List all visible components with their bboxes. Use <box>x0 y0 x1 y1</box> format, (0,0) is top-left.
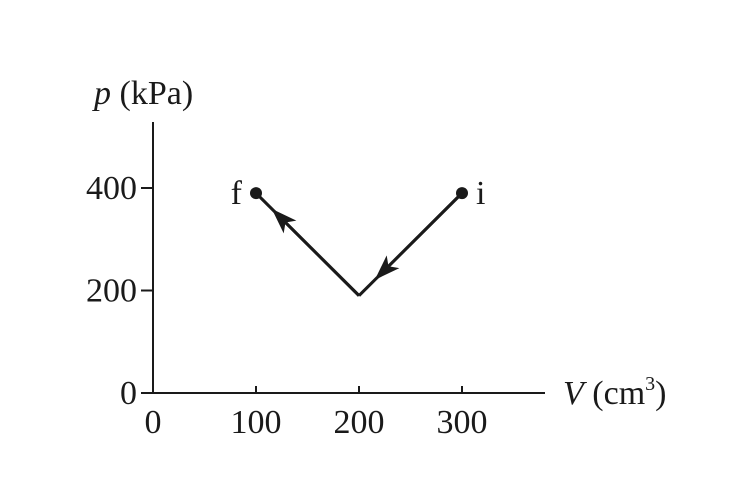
state-label-f: f <box>231 175 243 212</box>
y-axis-unit: (kPa) <box>111 75 193 112</box>
y-tick-label: 200 <box>86 273 137 310</box>
ticks-layer: 0 100 200 300 0 200 400 <box>86 170 488 441</box>
x-axis-label: V (cm3) <box>563 373 666 412</box>
direction-arrow <box>374 192 464 280</box>
y-tick-label: 0 <box>120 375 137 412</box>
state-label-i: i <box>476 175 485 212</box>
x-tick-label: 100 <box>231 404 282 441</box>
y-axis-var: p <box>92 75 111 112</box>
direction-arrow <box>271 208 361 297</box>
y-tick-label: 400 <box>86 170 137 207</box>
x-tick-label: 0 <box>145 404 162 441</box>
x-tick-label: 200 <box>334 404 385 441</box>
state-point-i <box>456 187 468 200</box>
state-point-f <box>250 187 262 200</box>
x-axis-unit-open: (cm <box>584 375 645 412</box>
x-axis-unit-close: ) <box>655 375 666 412</box>
x-axis-unit-sup: 3 <box>645 373 655 395</box>
x-tick-label: 300 <box>437 404 488 441</box>
marks-layer: if <box>231 175 485 297</box>
y-axis-label: p (kPa) <box>92 75 193 112</box>
